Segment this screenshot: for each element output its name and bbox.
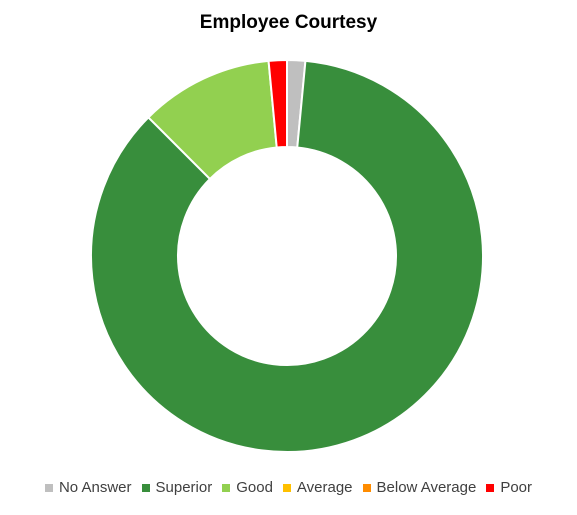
- legend-swatch-average: [282, 483, 291, 492]
- legend-swatch-good: [222, 483, 231, 492]
- chart-legend: No Answer Superior Good Average Below Averag…: [0, 479, 577, 496]
- legend-label-no-answer: No Answer: [58, 479, 132, 496]
- legend-swatch-no-answer: [44, 483, 53, 492]
- donut-slice-poor: [267, 58, 288, 149]
- legend-item-poor: Poor: [486, 479, 532, 496]
- legend-label-good: Good: [236, 479, 273, 496]
- legend-label-below-average: Below Average: [376, 479, 477, 496]
- legend-label-superior: Superior: [155, 479, 213, 496]
- donut-chart: [90, 58, 484, 453]
- legend-swatch-superior: [141, 483, 150, 492]
- legend-item-average: Average: [282, 479, 353, 496]
- legend-item-superior: Superior: [141, 479, 213, 496]
- legend-item-no-answer: No Answer: [44, 479, 132, 496]
- legend-item-good: Good: [222, 479, 273, 496]
- legend-swatch-poor: [486, 483, 495, 492]
- legend-item-below-average: Below Average: [362, 479, 477, 496]
- legend-swatch-below-average: [362, 483, 371, 492]
- legend-label-poor: Poor: [500, 479, 533, 496]
- chart-title: Employee Courtesy: [199, 12, 378, 33]
- legend-label-average: Average: [296, 479, 353, 496]
